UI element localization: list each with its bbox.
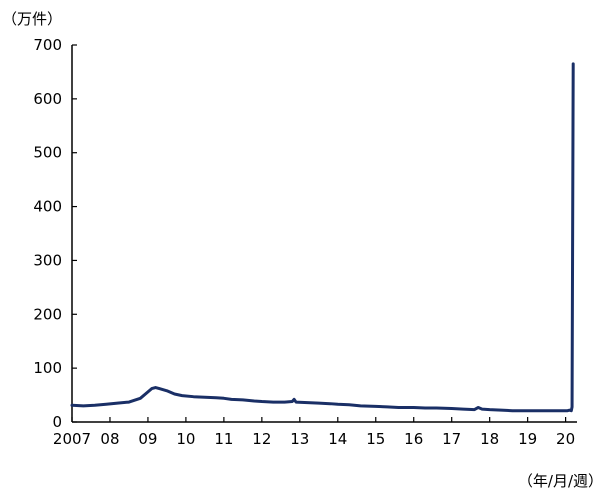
- x-tick-label: 15: [366, 430, 385, 448]
- y-tick-label: 600: [33, 90, 62, 108]
- x-axis-unit-label: （年/月/週）: [518, 472, 603, 490]
- y-tick-label: 0: [52, 413, 62, 431]
- x-tick-label: 09: [138, 430, 157, 448]
- y-axis-unit-label: （万件）: [2, 10, 62, 28]
- series-line: [70, 62, 575, 413]
- x-tick-label: 13: [290, 430, 309, 448]
- x-tick-label: 10: [176, 430, 195, 448]
- plot-area: [70, 62, 575, 413]
- y-tick-label: 400: [33, 198, 62, 216]
- x-tick-label: 19: [518, 430, 537, 448]
- y-tick-label: 100: [33, 359, 62, 377]
- x-tick-label: 17: [442, 430, 461, 448]
- y-axis: 0 100 200 300 400 500 600 700: [33, 36, 77, 431]
- x-tick-label: 08: [100, 430, 119, 448]
- y-tick-label: 200: [33, 305, 62, 323]
- x-tick-label: 20: [556, 430, 575, 448]
- x-axis: 2007 08 09 10 11 12 13 14 15 16 17 18 19 20: [53, 417, 577, 448]
- x-tick-label: 2007: [53, 430, 91, 448]
- x-tick-label: 11: [214, 430, 233, 448]
- y-tick-label: 300: [33, 251, 62, 269]
- x-tick-label: 12: [252, 430, 271, 448]
- x-tick-label: 14: [328, 430, 347, 448]
- y-tick-label: 700: [33, 36, 62, 54]
- x-tick-label: 18: [480, 430, 499, 448]
- y-tick-label: 500: [33, 144, 62, 162]
- x-tick-label: 16: [404, 430, 423, 448]
